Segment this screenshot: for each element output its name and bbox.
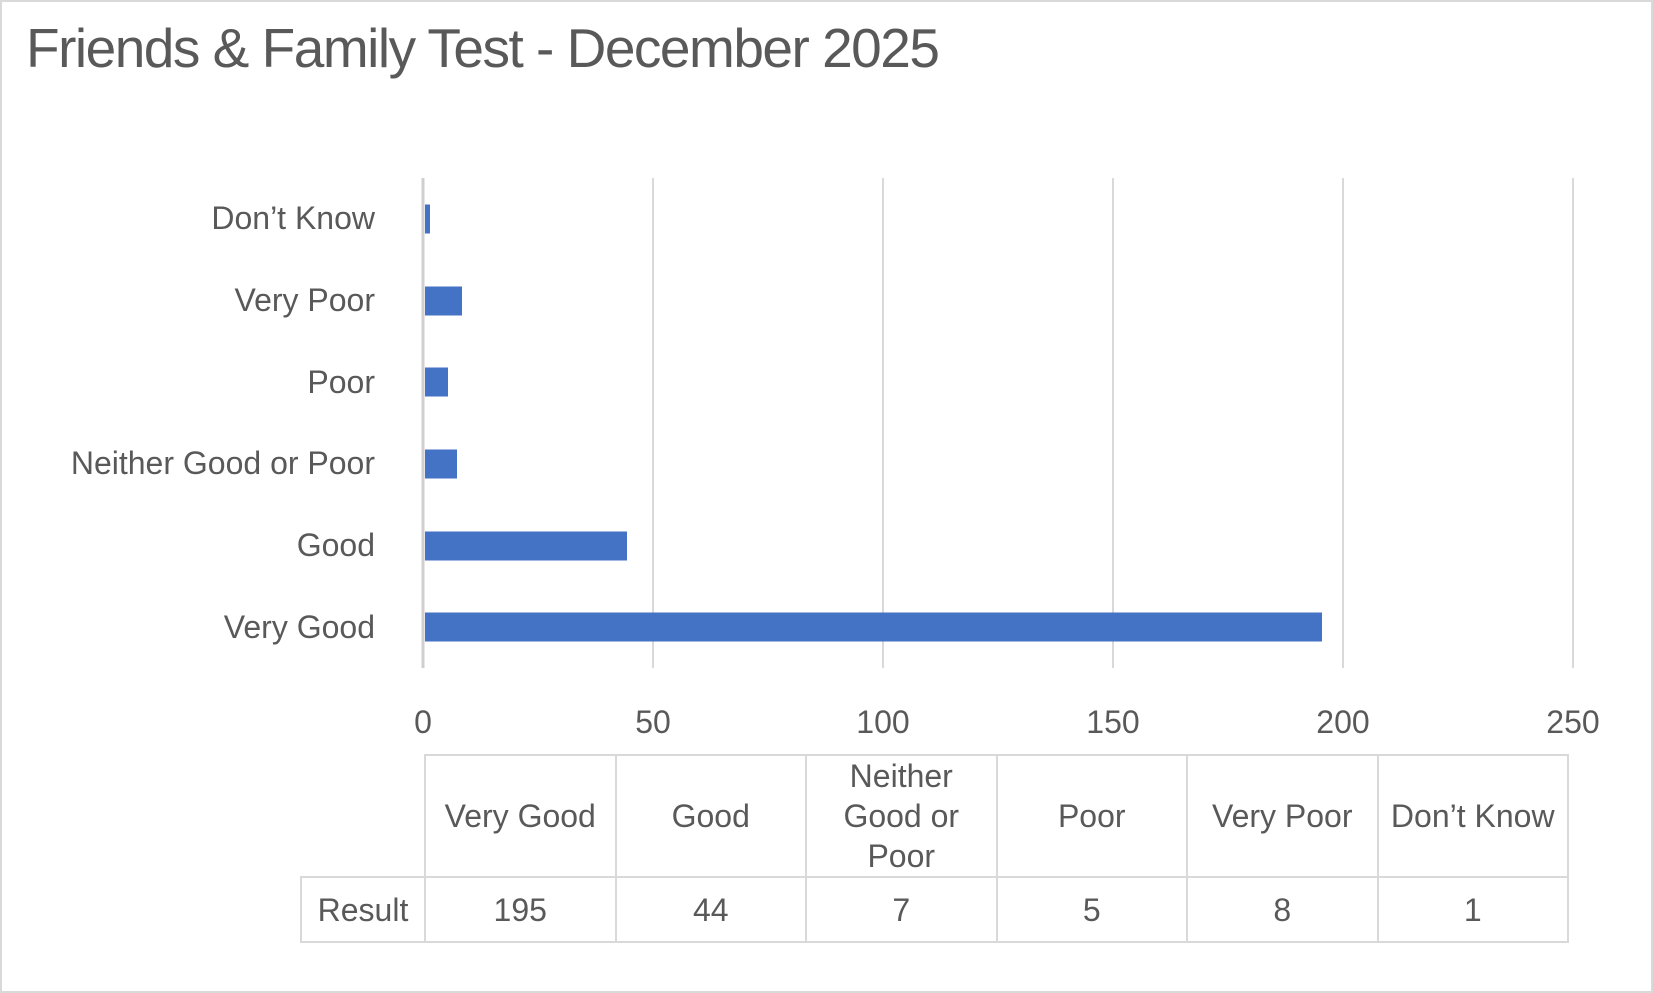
chart-title: Friends & Family Test - December 2025	[26, 17, 940, 79]
results-table: Very Good Good Neither Good or Poor Poor…	[300, 754, 1569, 943]
table-cell: 5	[995, 876, 1188, 943]
table-header-row: Very Good Good Neither Good or Poor Poor…	[301, 754, 1569, 878]
category-label-don-t-know: Don’t Know	[211, 200, 375, 237]
value-axis-tick-label: 150	[1086, 704, 1140, 740]
table-row: Result 195 44 7 5 8 1	[300, 876, 1569, 943]
gridline	[1112, 178, 1114, 668]
table-cell: 195	[424, 876, 617, 943]
table-column-header: Don’t Know	[1376, 754, 1569, 878]
table-row-header: Result	[300, 876, 426, 943]
table-cell: 44	[614, 876, 807, 943]
value-axis-labels: 0 50 100 150 200 250	[414, 704, 1600, 746]
bar-good	[425, 531, 628, 560]
bar-poor	[425, 367, 448, 397]
gridline	[1342, 178, 1344, 668]
plot-area	[421, 178, 1574, 668]
gridline	[1572, 178, 1574, 668]
table-column-header: Very Good	[424, 754, 617, 878]
table-cell: 8	[1186, 876, 1379, 943]
category-label-good: Good	[296, 526, 375, 563]
value-axis-tick-label: 250	[1546, 704, 1600, 740]
value-axis-line	[421, 178, 425, 668]
table-column-header: Very Poor	[1186, 754, 1379, 878]
category-label-very-good: Very Good	[223, 608, 375, 645]
value-axis-tick-label: 0	[414, 704, 432, 740]
bar-neither-good-or-poor	[425, 449, 458, 479]
gridline	[882, 178, 884, 668]
table-column-header: Poor	[995, 754, 1188, 878]
bar-very-poor	[425, 286, 462, 315]
table-cell: 1	[1376, 876, 1569, 943]
table-column-header: Good	[614, 754, 807, 878]
table-column-header: Neither Good or Poor	[805, 754, 998, 878]
value-axis-tick-label: 100	[856, 704, 910, 740]
category-label-very-poor: Very Poor	[234, 281, 375, 318]
value-axis-tick-label: 50	[635, 704, 671, 740]
category-label-poor: Poor	[307, 363, 375, 400]
bar-don-t-know	[425, 204, 430, 234]
table-corner-cell	[301, 755, 425, 877]
gridline	[652, 178, 654, 668]
category-label-neither-good-or-poor: Neither Good or Poor	[70, 445, 375, 482]
category-axis-labels: Don’t Know Very Poor Poor Neither Good or P…	[2, 178, 423, 668]
value-axis-tick-label: 200	[1316, 704, 1370, 740]
bar-very-good	[425, 612, 1322, 642]
table-cell: 7	[805, 876, 998, 943]
